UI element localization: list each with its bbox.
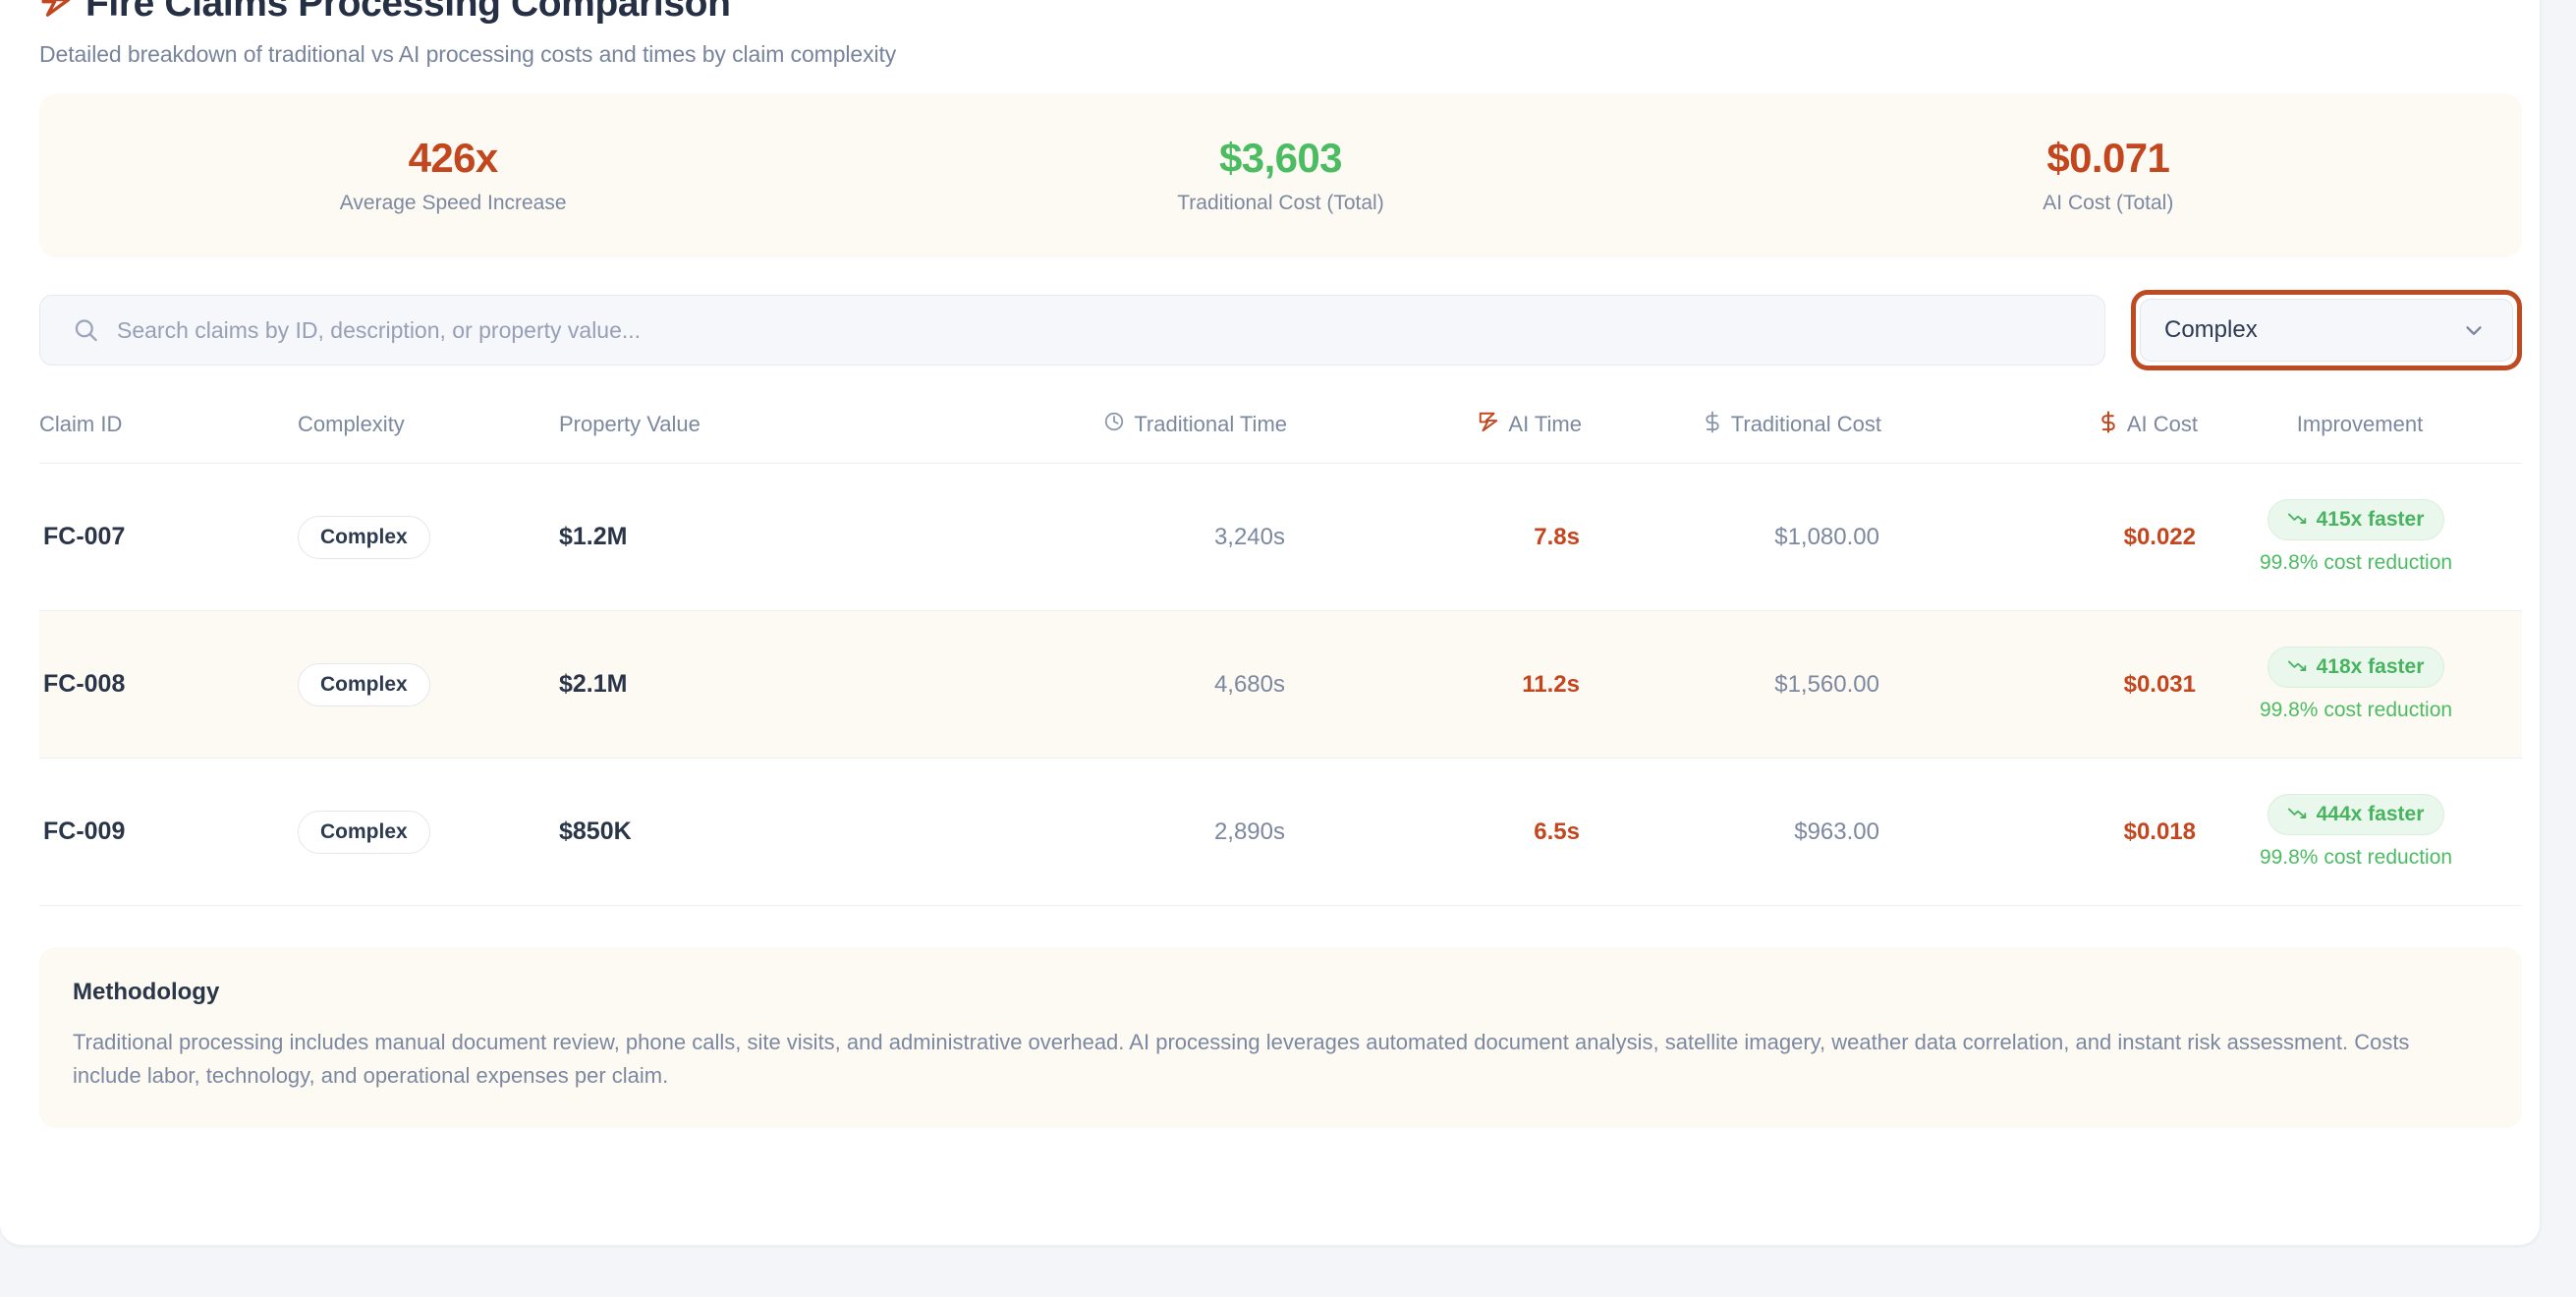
dollar-icon-red [2099, 410, 2118, 439]
column-label: Claim ID [39, 412, 123, 436]
column-header-traditional-time[interactable]: Traditional Time [955, 410, 1287, 464]
cell-complexity: Complex [298, 758, 559, 906]
cost-reduction-label: 99.8% cost reduction [2259, 846, 2453, 869]
clock-icon [1103, 411, 1125, 438]
cell-traditional-cost: $1,560.00 [1582, 610, 1881, 759]
cost-reduction-label: 99.8% cost reduction [2259, 551, 2453, 574]
table-header-row: Claim ID Complexity Property Value [39, 410, 2522, 464]
improvement-badge-label: 415x faster [2316, 508, 2425, 531]
cell-ai-cost: $0.018 [1881, 758, 2198, 906]
methodology-text: Traditional processing includes manual d… [73, 1030, 2410, 1089]
cell-traditional-time: 4,680s [955, 610, 1287, 759]
cell-improvement: 415x faster 99.8% cost reduction [2198, 463, 2522, 611]
stat-value: $0.071 [2046, 134, 2170, 181]
column-label: Improvement [2296, 412, 2424, 436]
cell-ai-cost: $0.031 [1881, 610, 2198, 759]
column-label: Property Value [559, 412, 700, 436]
complexity-filter-value: Complex [2164, 316, 2258, 343]
cell-ai-time: 11.2s [1287, 610, 1582, 759]
trending-down-icon [2287, 655, 2308, 679]
stat-traditional-cost-total: $3,603 Traditional Cost (Total) [867, 134, 1694, 215]
column-label: AI Cost [2126, 412, 2198, 436]
search-field-wrapper [39, 295, 2105, 366]
cell-ai-cost: $0.022 [1881, 463, 2198, 611]
improvement-badge: 418x faster [2267, 647, 2445, 688]
complexity-filter-select[interactable]: Complex [2140, 299, 2513, 362]
column-header-property-value[interactable]: Property Value [559, 410, 955, 464]
improvement-badge-label: 418x faster [2316, 655, 2425, 678]
cell-improvement: 444x faster 99.8% cost reduction [2198, 758, 2522, 906]
cost-reduction-label: 99.8% cost reduction [2259, 699, 2453, 721]
column-header-traditional-cost[interactable]: Traditional Cost [1582, 410, 1881, 464]
stat-label: Traditional Cost (Total) [1177, 192, 1384, 215]
column-header-improvement[interactable]: Improvement [2198, 410, 2522, 464]
stat-ai-cost-total: $0.071 AI Cost (Total) [1695, 134, 2522, 215]
column-label: Complexity [298, 412, 405, 436]
improvement-badge-label: 444x faster [2316, 803, 2425, 825]
cell-property-value: $2.1M [559, 610, 955, 759]
cell-property-value: $1.2M [559, 463, 955, 611]
cell-traditional-time: 3,240s [955, 463, 1287, 611]
complexity-filter-focus-ring: Complex [2131, 290, 2522, 370]
complexity-badge: Complex [298, 810, 430, 854]
chevron-down-icon [2461, 317, 2487, 343]
methodology-panel: Methodology Traditional processing inclu… [39, 947, 2522, 1129]
table-row[interactable]: FC-009 Complex $850K 2,890s 6.5s $963.00… [39, 758, 2522, 906]
bolt-icon [1478, 410, 1499, 439]
column-label: Traditional Cost [1730, 412, 1881, 436]
search-input[interactable] [39, 295, 2105, 366]
complexity-badge: Complex [298, 662, 430, 706]
cell-ai-time: 6.5s [1287, 758, 1582, 906]
column-header-ai-cost[interactable]: AI Cost [1881, 410, 2198, 464]
stat-average-speed-increase: 426x Average Speed Increase [39, 134, 867, 215]
cell-claim-id: FC-007 [39, 463, 298, 611]
column-label: AI Time [1508, 412, 1582, 436]
cell-ai-time: 7.8s [1287, 463, 1582, 611]
complexity-badge: Complex [298, 515, 430, 559]
table-row[interactable]: FC-008 Complex $2.1M 4,680s 11.2s $1,560… [39, 610, 2522, 759]
column-header-ai-time[interactable]: AI Time [1287, 410, 1582, 464]
trending-down-icon [2287, 803, 2308, 826]
cell-traditional-cost: $963.00 [1582, 758, 1881, 906]
column-label: Traditional Time [1134, 412, 1287, 436]
cell-claim-id: FC-009 [39, 758, 298, 906]
page-subtitle: Detailed breakdown of traditional vs AI … [39, 41, 897, 67]
cell-traditional-time: 2,890s [955, 758, 1287, 906]
methodology-title: Methodology [73, 979, 220, 1005]
cell-complexity: Complex [298, 463, 559, 611]
claims-table: Claim ID Complexity Property Value [39, 410, 2522, 906]
table-row[interactable]: FC-007 Complex $1.2M 3,240s 7.8s $1,080.… [39, 463, 2522, 611]
cell-complexity: Complex [298, 610, 559, 759]
improvement-badge: 444x faster [2267, 794, 2445, 835]
improvement-badge: 415x faster [2267, 499, 2445, 540]
dollar-icon [1703, 411, 1722, 439]
column-header-claim-id[interactable]: Claim ID [39, 410, 298, 464]
cell-improvement: 418x faster 99.8% cost reduction [2198, 610, 2522, 759]
stat-label: AI Cost (Total) [2043, 192, 2174, 215]
column-header-complexity[interactable]: Complexity [298, 410, 559, 464]
stat-value: 426x [408, 134, 499, 181]
cell-property-value: $850K [559, 758, 955, 906]
controls-row: Complex [39, 290, 2522, 370]
summary-stats-banner: 426x Average Speed Increase $3,603 Tradi… [39, 93, 2522, 257]
page-header: Fire Claims Processing Comparison [39, 0, 2510, 25]
lightning-bolt-icon [39, 0, 73, 25]
claims-comparison-card: Fire Claims Processing Comparison Detail… [0, 0, 2541, 1246]
stat-label: Average Speed Increase [339, 192, 567, 215]
stat-value: $3,603 [1219, 134, 1342, 181]
cell-claim-id: FC-008 [39, 610, 298, 759]
trending-down-icon [2287, 508, 2308, 532]
page-title: Fire Claims Processing Comparison [85, 0, 731, 25]
cell-traditional-cost: $1,080.00 [1582, 463, 1881, 611]
